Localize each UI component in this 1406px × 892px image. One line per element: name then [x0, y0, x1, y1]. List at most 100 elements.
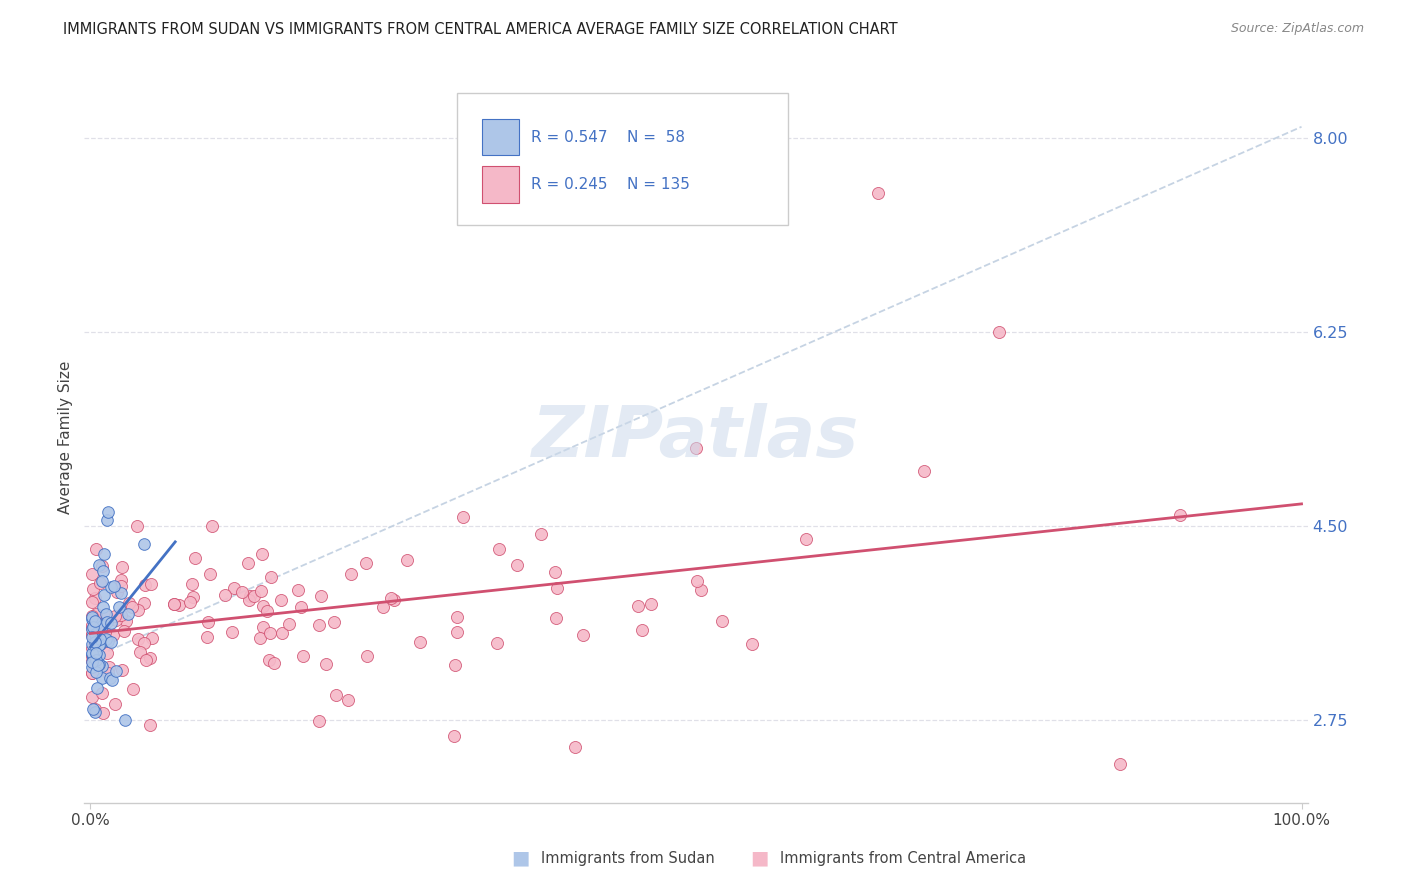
Point [111, 663, 134, 677]
Bar [482, 167, 519, 203]
Point [93, 618, 115, 632]
Point [96, 513, 118, 527]
Point [572, 627, 595, 641]
Point [80, 610, 103, 624]
Point [87, 558, 110, 573]
Point [83, 613, 105, 627]
Point [250, 584, 273, 599]
Point [94, 632, 117, 646]
Point [104, 697, 127, 711]
Point [139, 650, 162, 665]
Point [110, 579, 132, 593]
Point [83, 643, 105, 657]
Point [544, 565, 567, 579]
Point [82, 620, 104, 634]
Point [443, 729, 465, 743]
Point [101, 673, 124, 687]
Point [82, 612, 104, 626]
Point [94, 607, 117, 622]
Point [183, 551, 205, 566]
Point [163, 597, 186, 611]
Point [685, 441, 707, 455]
Point [530, 526, 553, 541]
Point [97, 633, 120, 648]
Point [80, 630, 103, 644]
Point [127, 632, 149, 646]
Point [630, 623, 652, 637]
Text: Immigrants from Sudan: Immigrants from Sudan [541, 851, 716, 865]
Point [91, 619, 114, 633]
Bar [482, 119, 519, 155]
Point [564, 740, 586, 755]
Point [89, 637, 111, 651]
Point [252, 620, 274, 634]
Point [382, 593, 405, 607]
Point [93, 547, 115, 561]
Point [82, 690, 104, 704]
Point [108, 600, 131, 615]
Point [122, 682, 145, 697]
Point [90, 559, 112, 574]
Point [356, 556, 378, 570]
Point [86, 681, 108, 696]
Point [987, 325, 1010, 339]
Point [80, 622, 103, 636]
Point [256, 604, 278, 618]
Point [252, 599, 274, 613]
Point [311, 590, 333, 604]
Point [83, 702, 105, 716]
Point [84, 615, 107, 630]
Point [277, 616, 299, 631]
Text: ■: ■ [749, 848, 769, 868]
Point [340, 566, 363, 581]
Point [96, 647, 118, 661]
Point [82, 656, 104, 670]
Point [83, 627, 105, 641]
Point [162, 597, 184, 611]
Point [100, 616, 122, 631]
Point [100, 635, 122, 649]
Point [110, 574, 132, 588]
Point [91, 564, 114, 578]
Point [506, 558, 529, 572]
Point [105, 613, 128, 627]
Point [84, 705, 107, 719]
Point [396, 553, 419, 567]
Text: ZIPatlas: ZIPatlas [533, 402, 859, 472]
Point [91, 659, 114, 673]
Point [356, 648, 378, 663]
Point [201, 519, 224, 533]
Point [96, 615, 118, 630]
Point [97, 660, 120, 674]
Point [86, 665, 108, 679]
Point [221, 625, 243, 640]
Point [90, 671, 112, 685]
Point [110, 586, 132, 600]
Y-axis label: Average Family Size: Average Family Size [58, 360, 73, 514]
Point [686, 574, 709, 588]
Point [181, 591, 204, 605]
Point [640, 597, 662, 611]
Point [84, 627, 107, 641]
Point [87, 658, 110, 673]
Point [94, 607, 117, 621]
Point [409, 635, 432, 649]
Point [84, 634, 107, 648]
Point [82, 702, 104, 716]
Point [257, 653, 280, 667]
Point [308, 618, 330, 632]
Point [84, 542, 107, 557]
Point [259, 625, 281, 640]
Point [325, 688, 347, 702]
Point [91, 686, 114, 700]
Point [80, 659, 103, 673]
Point [239, 589, 262, 603]
Point [97, 505, 120, 519]
Point [134, 596, 156, 610]
Point [80, 637, 103, 651]
Point [96, 666, 118, 681]
Point [627, 599, 650, 613]
Point [114, 713, 136, 727]
Point [111, 560, 134, 574]
Point [488, 541, 510, 556]
